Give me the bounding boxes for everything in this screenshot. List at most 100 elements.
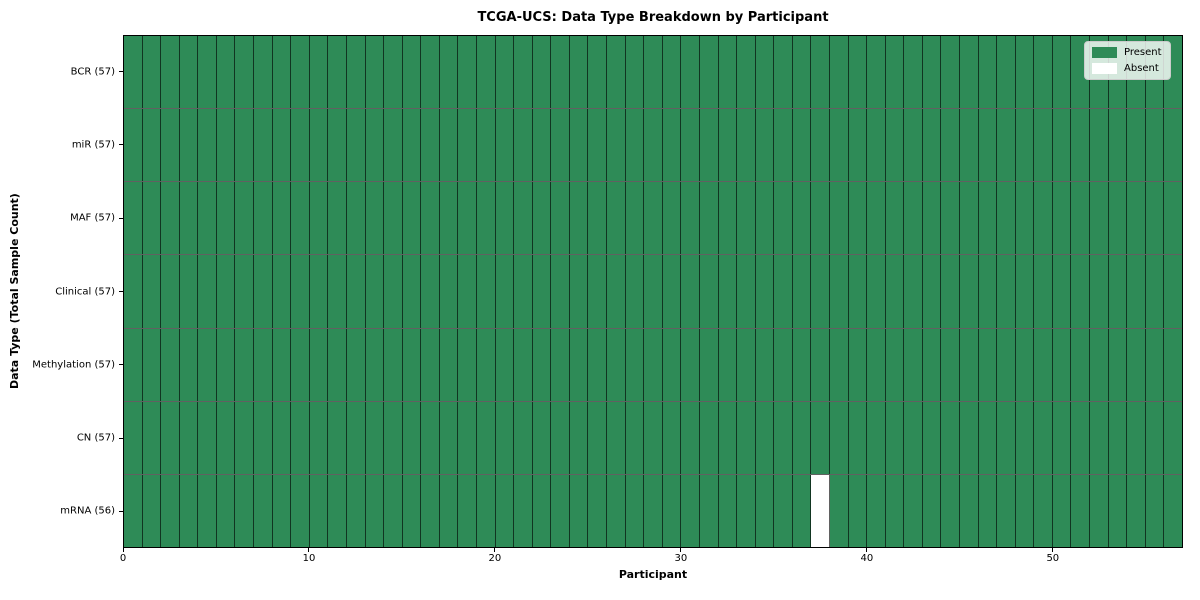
present-cell-miR-47 (997, 109, 1016, 182)
present-cell-BCR-20 (495, 36, 515, 109)
present-cell-MAF-50 (1052, 182, 1072, 255)
y-tick-mark-Clinical (119, 291, 123, 292)
present-cell-mRNA-49 (1034, 474, 1053, 547)
present-cell-CN-7 (254, 401, 273, 474)
present-cell-MAF-17 (439, 182, 459, 255)
present-cell-miR-28 (644, 109, 663, 182)
present-cell-CN-24 (569, 401, 589, 474)
present-cell-CN-1 (142, 401, 162, 474)
present-cell-CN-5 (216, 401, 236, 474)
present-cell-miR-31 (699, 109, 719, 182)
present-cell-MAF-34 (755, 182, 775, 255)
present-cell-Methylation-29 (662, 328, 682, 401)
present-cell-Methylation-46 (978, 328, 998, 401)
present-cell-BCR-16 (421, 36, 440, 109)
present-cell-miR-29 (662, 109, 682, 182)
present-cell-Clinical-54 (1127, 255, 1146, 328)
present-cell-CN-47 (997, 401, 1016, 474)
present-cell-mRNA-30 (681, 474, 700, 547)
present-cell-Clinical-2 (161, 255, 180, 328)
present-cell-Clinical-10 (309, 255, 329, 328)
present-cell-MAF-9 (291, 182, 310, 255)
present-cell-mRNA-4 (198, 474, 217, 547)
present-cell-Methylation-1 (142, 328, 162, 401)
present-cell-miR-51 (1071, 109, 1091, 182)
heatmap-row-miR (124, 109, 1182, 183)
present-cell-Clinical-24 (569, 255, 589, 328)
present-cell-CN-46 (978, 401, 998, 474)
present-cell-mRNA-52 (1090, 474, 1109, 547)
present-cell-MAF-13 (365, 182, 385, 255)
present-cell-Methylation-32 (718, 328, 738, 401)
present-cell-miR-36 (792, 109, 812, 182)
present-cell-Clinical-16 (421, 255, 440, 328)
present-cell-MAF-25 (588, 182, 608, 255)
present-cell-miR-11 (328, 109, 347, 182)
present-cell-CN-40 (867, 401, 886, 474)
present-cell-Methylation-45 (960, 328, 979, 401)
present-cell-mRNA-50 (1052, 474, 1072, 547)
present-cell-Methylation-41 (885, 328, 905, 401)
x-tick-label-0: 0 (119, 553, 127, 564)
present-cell-CN-20 (495, 401, 515, 474)
present-cell-CN-12 (346, 401, 366, 474)
legend-swatch-absent (1092, 63, 1117, 74)
present-cell-MAF-36 (792, 182, 812, 255)
x-tick-label-50: 50 (1046, 553, 1060, 564)
present-cell-MAF-5 (216, 182, 236, 255)
y-tick-label-Methylation: Methylation (57) (32, 359, 115, 371)
present-cell-Methylation-52 (1090, 328, 1109, 401)
present-cell-CN-37 (811, 401, 830, 474)
present-cell-Methylation-53 (1108, 328, 1128, 401)
present-cell-MAF-45 (960, 182, 979, 255)
present-cell-miR-37 (811, 109, 830, 182)
present-cell-mRNA-51 (1071, 474, 1091, 547)
present-cell-BCR-32 (718, 36, 738, 109)
present-cell-mRNA-48 (1015, 474, 1035, 547)
x-tick-mark-40 (866, 548, 868, 552)
present-cell-Clinical-18 (458, 255, 477, 328)
heatmap-row-mRNA (124, 474, 1182, 547)
present-cell-CN-53 (1108, 401, 1128, 474)
present-cell-mRNA-0 (124, 474, 143, 547)
present-cell-CN-6 (235, 401, 255, 474)
present-cell-miR-35 (774, 109, 793, 182)
present-cell-Methylation-17 (439, 328, 459, 401)
present-cell-mRNA-42 (904, 474, 923, 547)
present-cell-Clinical-47 (997, 255, 1016, 328)
present-cell-Methylation-40 (867, 328, 886, 401)
present-cell-MAF-31 (699, 182, 719, 255)
present-cell-CN-22 (532, 401, 552, 474)
present-cell-Methylation-21 (514, 328, 533, 401)
present-cell-Methylation-38 (829, 328, 849, 401)
present-cell-miR-23 (551, 109, 570, 182)
y-tick-mark-Methylation (119, 364, 123, 366)
present-cell-mRNA-39 (848, 474, 868, 547)
present-cell-Methylation-7 (254, 328, 273, 401)
present-cell-MAF-42 (904, 182, 923, 255)
present-cell-CN-8 (272, 401, 292, 474)
present-cell-MAF-46 (978, 182, 998, 255)
present-cell-CN-29 (662, 401, 682, 474)
present-cell-Clinical-26 (607, 255, 626, 328)
present-cell-mRNA-27 (625, 474, 645, 547)
present-cell-Clinical-50 (1052, 255, 1072, 328)
present-cell-mRNA-21 (514, 474, 533, 547)
present-cell-Clinical-40 (867, 255, 886, 328)
present-cell-CN-56 (1164, 401, 1182, 474)
present-cell-MAF-12 (346, 182, 366, 255)
y-tick-label-CN: CN (57) (76, 432, 115, 444)
present-cell-miR-0 (124, 109, 143, 182)
present-cell-Clinical-42 (904, 255, 923, 328)
present-cell-MAF-43 (922, 182, 942, 255)
present-cell-mRNA-7 (254, 474, 273, 547)
present-cell-CN-18 (458, 401, 477, 474)
y-tick-label-BCR: BCR (57) (70, 66, 115, 78)
present-cell-MAF-44 (941, 182, 961, 255)
present-cell-MAF-41 (885, 182, 905, 255)
present-cell-CN-55 (1145, 401, 1165, 474)
present-cell-BCR-39 (848, 36, 868, 109)
present-cell-Clinical-38 (829, 255, 849, 328)
present-cell-BCR-42 (904, 36, 923, 109)
heatmap-row-BCR (124, 36, 1182, 110)
